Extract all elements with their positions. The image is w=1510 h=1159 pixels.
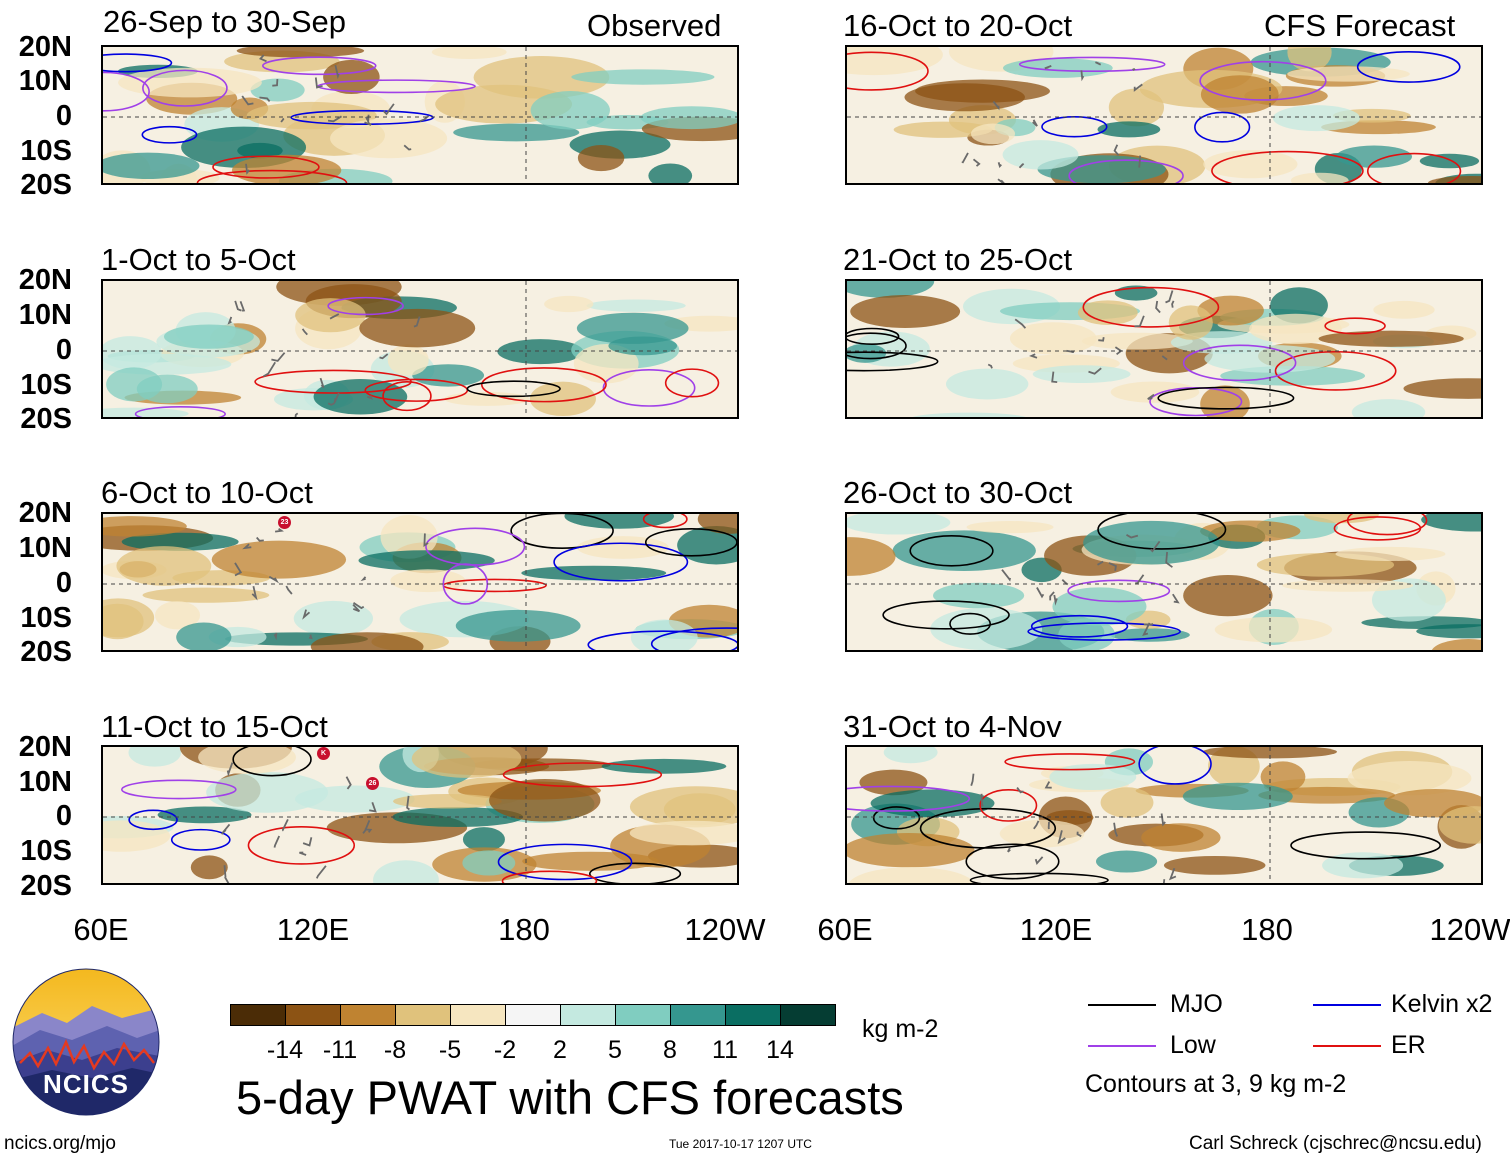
observed-label: Observed: [587, 8, 722, 43]
cfs-forecast-label: CFS Forecast: [1264, 8, 1456, 43]
map-panel-1: [101, 45, 739, 185]
panel-title-3: 6-Oct to 10-Oct: [101, 475, 313, 510]
logo-text: NCICS: [43, 1069, 129, 1099]
panel-title-2: 1-Oct to 5-Oct: [101, 242, 296, 277]
colorbar-swatch: [560, 1004, 616, 1026]
legend-label-er: ER: [1391, 1031, 1426, 1059]
colorbar-swatch: [505, 1004, 561, 1026]
lat-label: 20N: [18, 497, 72, 529]
colorbar-swatch: [395, 1004, 451, 1026]
lon-label: 120E: [276, 912, 350, 947]
map-panel-7: [845, 512, 1483, 652]
colorbar-tick-label: -11: [322, 1036, 358, 1064]
contour-note: Contours at 3, 9 kg m-2: [1085, 1070, 1347, 1098]
low-line-swatch: [1088, 1045, 1156, 1047]
lat-label: 0: [55, 334, 72, 366]
colorbar-swatch: [780, 1004, 836, 1026]
legend-label-mjo: MJO: [1170, 990, 1223, 1018]
panel-title-4: 11-Oct to 15-Oct: [101, 709, 328, 744]
map-panel-2: [101, 279, 739, 419]
lon-label: 120W: [684, 912, 766, 947]
legend-label-kelvin: Kelvin x2: [1391, 990, 1493, 1018]
panel-title-8: 31-Oct to 4-Nov: [843, 709, 1062, 744]
lon-label: 120E: [1019, 912, 1093, 947]
mjo-line-swatch: [1088, 1004, 1156, 1006]
lon-label: 180: [1241, 912, 1293, 947]
lat-label: 10S: [20, 835, 72, 867]
lat-label: 20S: [20, 169, 72, 201]
colorbar-units: kg m-2: [862, 1015, 939, 1043]
storm-marker: 23: [278, 516, 291, 529]
lat-label: 10N: [18, 65, 72, 97]
author-credit: Carl Schreck (cjschrec@ncsu.edu): [1189, 1133, 1482, 1154]
colorbar-swatch: [230, 1004, 286, 1026]
lat-label: 20S: [20, 636, 72, 668]
colorbar-tick-label: 11: [712, 1036, 738, 1064]
lat-label: 20N: [18, 264, 72, 296]
lat-label: 10N: [18, 766, 72, 798]
storm-marker: K: [317, 747, 330, 760]
lat-label: 10N: [18, 532, 72, 564]
colorbar-tick-label: 14: [766, 1036, 794, 1064]
colorbar-tick-label: -5: [438, 1036, 462, 1064]
lat-label: 20S: [20, 870, 72, 902]
lat-label: 0: [55, 567, 72, 599]
panel-title-6: 21-Oct to 25-Oct: [843, 242, 1073, 277]
colorbar-tick-label: 2: [553, 1036, 567, 1064]
panel-title-7: 26-Oct to 30-Oct: [843, 475, 1073, 510]
colorbar-tick-label: 5: [608, 1036, 622, 1064]
lon-label: 60E: [73, 912, 129, 947]
er-line-swatch: [1313, 1045, 1381, 1047]
lat-label: 10S: [20, 135, 72, 167]
map-panel-3: [101, 512, 739, 652]
map-panel-6: [845, 279, 1483, 419]
site-url[interactable]: ncics.org/mjo: [4, 1133, 116, 1154]
lat-label: 10S: [20, 369, 72, 401]
lat-label: 0: [55, 100, 72, 132]
map-panel-4: [101, 745, 739, 885]
map-panel-5: [845, 45, 1483, 185]
colorbar-swatch: [340, 1004, 396, 1026]
ncics-logo: NCICS: [12, 968, 160, 1116]
colorbar-swatch: [285, 1004, 341, 1026]
lat-label: 0: [55, 800, 72, 832]
lon-label: 120W: [1429, 912, 1510, 947]
legend-label-low: Low: [1170, 1031, 1216, 1059]
lat-label: 20N: [18, 731, 72, 763]
lon-label: 180: [498, 912, 550, 947]
colorbar-tick-label: -8: [383, 1036, 407, 1064]
kelvin-line-swatch: [1313, 1004, 1381, 1006]
colorbar-swatch: [450, 1004, 506, 1026]
lat-label: 20S: [20, 403, 72, 435]
colorbar-swatch: [670, 1004, 726, 1026]
colorbar-swatch: [615, 1004, 671, 1026]
main-title: 5-day PWAT with CFS forecasts: [236, 1071, 904, 1124]
map-panel-8: [845, 745, 1483, 885]
lon-label: 60E: [817, 912, 873, 947]
panel-title-5: 16-Oct to 20-Oct: [843, 8, 1073, 43]
colorbar-tick-label: -2: [493, 1036, 517, 1064]
timestamp: Tue 2017-10-17 1207 UTC: [669, 1137, 812, 1151]
storm-marker: 26: [366, 777, 379, 790]
lat-label: 10N: [18, 299, 72, 331]
colorbar-tick-label: 8: [663, 1036, 677, 1064]
lat-label: 20N: [18, 31, 72, 63]
panel-title-1: 26-Sep to 30-Sep: [103, 4, 347, 39]
colorbar-swatch: [725, 1004, 781, 1026]
lat-label: 10S: [20, 602, 72, 634]
colorbar-tick-label: -14: [266, 1036, 304, 1064]
